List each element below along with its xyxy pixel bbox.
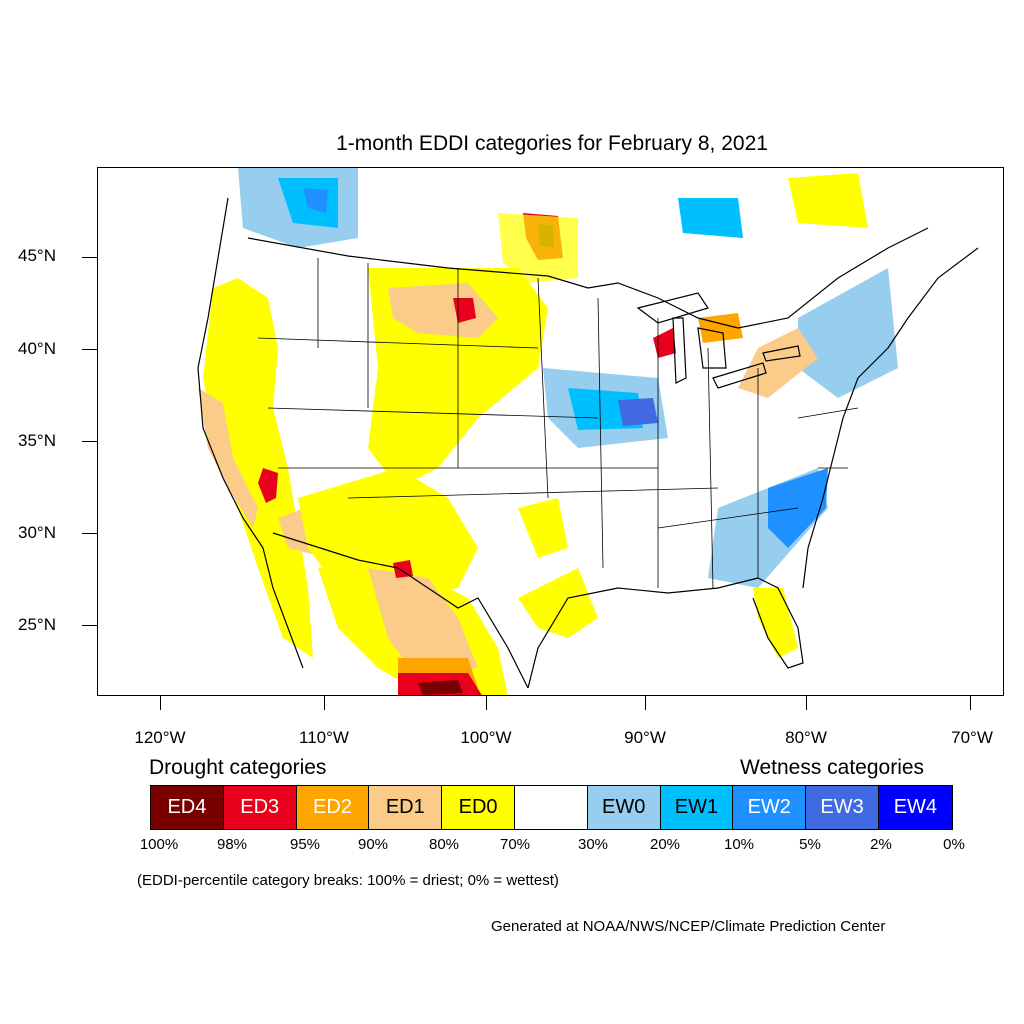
legend-box-ew1: EW1 (660, 786, 734, 829)
patch-mexico-ed4 (418, 680, 463, 695)
lat-label-30: 30°N (18, 523, 56, 542)
legend-box-ed4: ED4 (151, 786, 224, 829)
legend-box-ew3: EW3 (806, 786, 879, 829)
lat-tick (82, 257, 97, 258)
pct-break: 30% (577, 836, 609, 853)
great-lakes-michigan (672, 317, 687, 384)
great-lakes-ontario (762, 345, 801, 362)
patch-florida-ed0 (753, 588, 798, 658)
lat-label-45: 45°N (18, 246, 56, 265)
patch-iowa-ew3 (618, 398, 658, 426)
patch-mexico-ed1 (368, 568, 478, 678)
us-canada-border (247, 227, 929, 329)
patch-nevada-ed3 (258, 468, 278, 503)
lon-label-90: 90°W (624, 728, 666, 747)
florida-outline (752, 577, 804, 669)
legend-box-ew4: EW4 (878, 786, 952, 829)
legend-box-ew0: EW0 (587, 786, 661, 829)
drought-categories-title: Drought categories (149, 756, 327, 779)
wetness-categories-title: Wetness categories (740, 756, 925, 779)
patch-dakota-ed1 (388, 283, 498, 338)
boundaries (197, 197, 979, 689)
pct-break: 98% (216, 836, 248, 853)
legend-box-ed3: ED3 (223, 786, 297, 829)
pct-break: 2% (870, 836, 892, 853)
category-breaks-note: (EDDI-percentile category breaks: 100% =… (137, 872, 559, 889)
lon-tick (645, 696, 646, 710)
legend-box-ed1: ED1 (369, 786, 443, 829)
pct-break: 20% (649, 836, 681, 853)
credit-line: Generated at NOAA/NWS/NCEP/Climate Predi… (491, 918, 886, 935)
patch-montana-ed3 (453, 298, 476, 323)
pct-break: 90% (357, 836, 389, 853)
pct-break: 95% (289, 836, 321, 853)
lon-tick (324, 696, 325, 710)
lat-label-25: 25°N (18, 615, 56, 634)
lat-tick (82, 441, 97, 442)
patch-pnw-ew2 (303, 188, 328, 213)
lon-label-100: 100°W (460, 728, 512, 747)
state-lines (257, 258, 859, 589)
legend-box-normal (514, 786, 588, 829)
lon-tick (970, 696, 971, 710)
legend-box-ed0: ED0 (442, 786, 515, 829)
eddi-map (97, 167, 1004, 696)
east-coast-outline (802, 247, 979, 589)
patch-canada-ed0 (498, 213, 578, 283)
pct-break: 100% (139, 836, 179, 853)
category-legend: ED4 ED3 ED2 ED1 ED0 EW0 EW1 EW2 EW3 EW4 (150, 785, 953, 830)
lon-label-110: 110°W (299, 728, 349, 747)
legend-box-ew2: EW2 (733, 786, 807, 829)
lat-tick (82, 349, 97, 350)
lon-tick (160, 696, 161, 710)
pct-break: 0% (943, 836, 965, 853)
patch-mi-ed3 (653, 328, 676, 358)
lat-tick (82, 533, 97, 534)
pct-break: 80% (428, 836, 460, 853)
lat-tick (82, 625, 97, 626)
patch-california-ed1 (198, 388, 258, 528)
patch-quebec-ed0 (788, 173, 868, 228)
patch-quebec-ew1 (678, 198, 743, 238)
patch-texas-coast-ed0 (518, 568, 598, 638)
gulf-coast-outline (527, 577, 759, 689)
lon-label-120: 120°W (134, 728, 186, 747)
patch-southwest-ed0 (298, 468, 478, 598)
pct-break: 5% (799, 836, 821, 853)
legend-box-ed2: ED2 (296, 786, 370, 829)
pct-break: 70% (499, 836, 531, 853)
category-patches (198, 168, 898, 695)
lon-label-70: 70°W (951, 728, 993, 747)
lon-label-80: 80°W (785, 728, 827, 747)
lat-label-35: 35°N (18, 431, 56, 450)
patch-west-coast-ed0 (203, 278, 313, 658)
lon-tick (806, 696, 807, 710)
map-canvas (197, 168, 979, 695)
patch-nm-ed3 (393, 560, 413, 578)
patch-texas-ed0 (518, 498, 568, 558)
pct-break: 10% (723, 836, 755, 853)
great-lakes-superior (636, 292, 709, 324)
great-lakes-erie (712, 362, 767, 389)
lon-tick (486, 696, 487, 710)
lat-label-40: 40°N (18, 339, 56, 358)
great-lakes-huron (697, 327, 727, 369)
patch-northeast-ew0 (798, 268, 898, 398)
us-mexico-border (272, 532, 529, 689)
west-coast-outline (197, 197, 304, 669)
map-title: 1-month EDDI categories for February 8, … (336, 132, 768, 155)
